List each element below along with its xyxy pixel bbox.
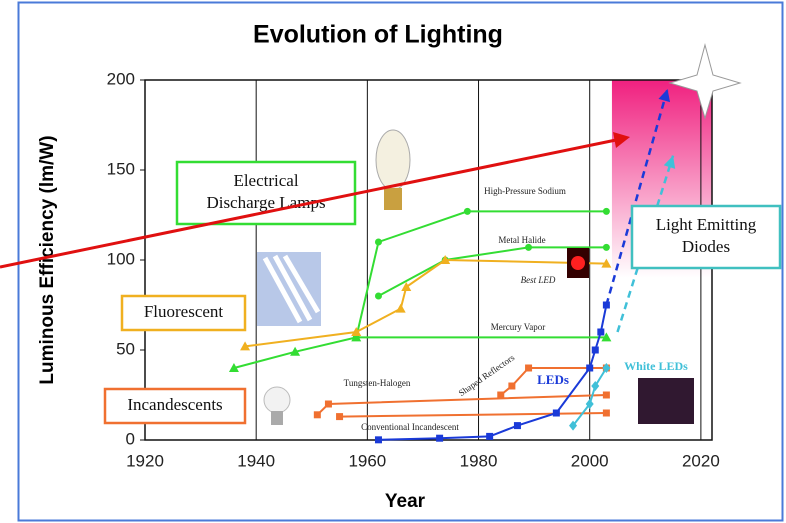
- point: [374, 238, 382, 246]
- x-tick-label: 2000: [571, 451, 609, 470]
- y-tick-label: 0: [126, 429, 135, 448]
- x-tick-label: 1980: [460, 451, 498, 470]
- series-label: Tungsten-Halogen: [344, 378, 411, 388]
- point: [525, 243, 533, 251]
- annotation-box: [103, 387, 247, 425]
- point: [585, 399, 594, 409]
- point: [597, 328, 605, 336]
- point: [351, 332, 362, 342]
- point: [569, 420, 578, 431]
- series-label: Mercury Vapor: [491, 322, 546, 332]
- series-label: Metal Halide: [498, 235, 545, 245]
- annotation-text: Electrical: [233, 171, 298, 190]
- point: [552, 409, 560, 417]
- point: [602, 409, 610, 417]
- point: [602, 207, 610, 215]
- series-label: High-Pressure Sodium: [484, 186, 566, 196]
- projection: [605, 88, 669, 306]
- point: [463, 207, 471, 215]
- red-arrow: [0, 132, 630, 269]
- point: [395, 303, 406, 313]
- series-line: [572, 367, 608, 427]
- y-tick-label: 200: [107, 69, 135, 88]
- y-axis-title: Luminous Efficiency (lm/W): [37, 135, 58, 384]
- y-tick-label: 150: [107, 159, 135, 178]
- series-line: [355, 210, 607, 338]
- point: [351, 327, 362, 336]
- annotation-box: [630, 204, 782, 270]
- annotation-text: Best LED: [521, 275, 556, 285]
- bulb-image: [263, 386, 291, 425]
- annotation-text: Fluorescent: [144, 302, 224, 321]
- point: [324, 400, 332, 408]
- x-tick-label: 1940: [237, 451, 275, 470]
- x-tick-label: 1960: [348, 451, 386, 470]
- series-line: [244, 258, 607, 348]
- chart-title: Evolution of Lighting: [253, 21, 503, 49]
- x-axis-title: Year: [385, 491, 426, 512]
- point: [313, 411, 321, 419]
- annotation-text: Diodes: [682, 237, 730, 256]
- point: [497, 391, 505, 399]
- series-line: [500, 367, 607, 396]
- series-label: LEDs: [537, 372, 569, 387]
- point: [591, 381, 600, 391]
- series-line: [377, 246, 607, 297]
- lamp-image: [375, 129, 411, 210]
- point: [591, 346, 599, 354]
- point: [508, 382, 516, 390]
- x-tick-label: 2020: [682, 451, 720, 470]
- star: [668, 43, 742, 120]
- point: [602, 243, 610, 251]
- point: [374, 292, 382, 300]
- point: [290, 346, 301, 356]
- series-line: [233, 336, 607, 369]
- point: [374, 436, 382, 444]
- projection-head: [658, 89, 671, 103]
- point: [401, 282, 412, 291]
- point: [601, 258, 612, 268]
- annotation-text: Incandescents: [127, 395, 222, 414]
- point: [486, 432, 494, 440]
- point: [436, 434, 444, 442]
- annotation-text: Light Emitting: [656, 215, 757, 234]
- point: [336, 413, 344, 421]
- projection: [616, 155, 675, 333]
- point: [586, 364, 594, 372]
- point: [525, 364, 533, 372]
- point: [602, 391, 610, 399]
- point: [440, 255, 451, 264]
- y-tick-label: 50: [116, 339, 135, 358]
- x-tick-label: 1920: [126, 451, 164, 470]
- series-line: [339, 412, 607, 418]
- point: [228, 363, 239, 372]
- point: [601, 332, 612, 342]
- point: [240, 341, 251, 351]
- y-tick-label: 100: [107, 249, 135, 268]
- projection-head: [663, 155, 676, 169]
- tube-image: [257, 252, 321, 326]
- led-glow: [571, 256, 585, 270]
- white-led-image: [638, 378, 694, 424]
- point: [602, 363, 611, 373]
- series-label: White LEDs: [624, 359, 688, 373]
- series-label: Conventional Incandescent: [361, 422, 459, 432]
- annotation-box: [120, 294, 247, 332]
- point: [513, 422, 521, 430]
